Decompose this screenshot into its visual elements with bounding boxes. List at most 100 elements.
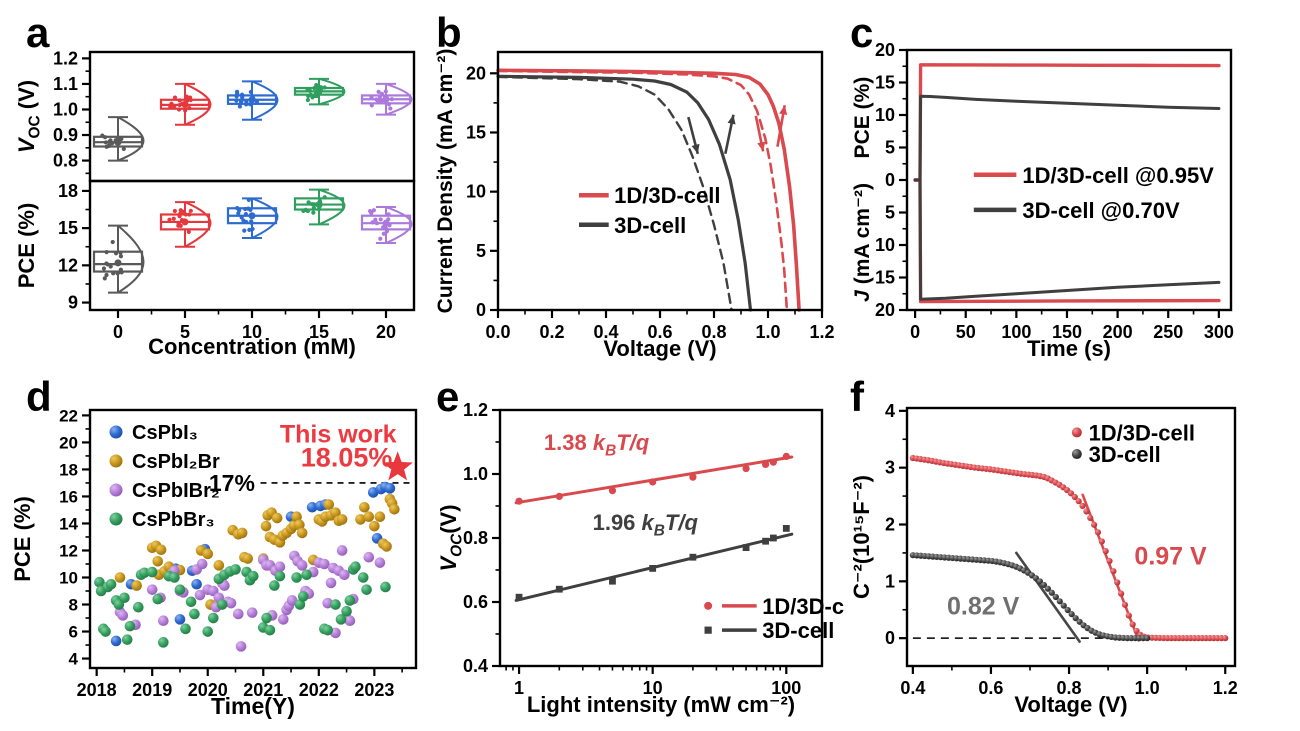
svg-text:PCE (%): PCE (%)	[851, 77, 874, 159]
svg-text:1.0: 1.0	[463, 464, 488, 484]
svg-text:This work: This work	[280, 420, 397, 448]
svg-text:20: 20	[875, 300, 895, 320]
svg-text:1.38 kBT/q: 1.38 kBT/q	[544, 430, 650, 460]
svg-text:1D/3D-cell: 1D/3D-cell	[762, 594, 845, 619]
svg-text:20: 20	[376, 322, 396, 342]
panel-b-label: b	[436, 9, 462, 56]
svg-text:10: 10	[59, 568, 78, 587]
svg-text:18: 18	[59, 460, 78, 479]
panel-b-chart-jv-curves: 0.0 0.2 0.4 0.6 0.8 1.0 1.2 0 5 10 15 20 1D/3D-cell 3…	[434, 49, 835, 361]
svg-text:15: 15	[309, 322, 329, 342]
svg-text:10: 10	[242, 322, 262, 342]
svg-text:15: 15	[58, 218, 78, 238]
svg-text:1.1: 1.1	[53, 74, 78, 94]
panel-e-label: e	[436, 373, 460, 420]
svg-text:100: 100	[771, 678, 801, 698]
svg-text:2021: 2021	[243, 680, 283, 700]
svg-text:5: 5	[885, 203, 895, 223]
svg-text:15: 15	[875, 73, 895, 93]
svg-text:CsPbI₂Br: CsPbI₂Br	[132, 451, 220, 473]
svg-text:0.82 V: 0.82 V	[947, 592, 1020, 620]
svg-text:10: 10	[643, 678, 663, 698]
svg-text:Current Density (mA cm⁻²): Current Density (mA cm⁻²)	[434, 49, 457, 314]
svg-text:0.8: 0.8	[1057, 678, 1082, 698]
svg-text:3D-cell @0.70V: 3D-cell @0.70V	[1022, 198, 1180, 223]
svg-text:5: 5	[885, 138, 895, 158]
svg-text:15: 15	[875, 268, 895, 288]
svg-text:12: 12	[59, 541, 78, 560]
svg-text:2: 2	[885, 514, 895, 534]
svg-text:50: 50	[956, 322, 976, 342]
svg-text:0: 0	[113, 322, 123, 342]
svg-text:Concentration (mM): Concentration (mM)	[148, 334, 356, 359]
svg-text:PCE (%): PCE (%)	[14, 203, 39, 289]
svg-text:0.4: 0.4	[900, 678, 925, 698]
svg-text:14: 14	[59, 514, 78, 533]
svg-text:300: 300	[1204, 322, 1234, 342]
svg-text:16: 16	[59, 487, 78, 506]
panel-e-chart-voc-light: 1 10 100 0.4 0.6 0.8 1.0 1.2 1.38 kBT/q 1.96 kBT/…	[436, 400, 845, 717]
svg-text:22: 22	[59, 406, 78, 425]
svg-text:VOC(V): VOC(V)	[436, 504, 466, 571]
panel-a-label: a	[26, 9, 50, 56]
panel-c-label: c	[850, 9, 874, 56]
svg-text:9: 9	[68, 293, 78, 313]
panel-f-label: f	[850, 373, 864, 420]
svg-text:Voltage (V): Voltage (V)	[1014, 692, 1127, 717]
svg-text:0.8: 0.8	[463, 528, 488, 548]
svg-text:1D/3D-cell @0.95V: 1D/3D-cell @0.95V	[1022, 163, 1214, 188]
svg-text:Time (s): Time (s)	[1027, 336, 1111, 361]
svg-text:2023: 2023	[354, 680, 394, 700]
svg-text:3D-cell: 3D-cell	[762, 618, 834, 643]
svg-text:0.2: 0.2	[539, 322, 564, 342]
svg-text:1.0: 1.0	[755, 322, 780, 342]
svg-text:0.0: 0.0	[485, 322, 510, 342]
svg-text:3D-cell: 3D-cell	[1089, 442, 1161, 467]
svg-text:15: 15	[466, 122, 486, 142]
svg-text:1.2: 1.2	[53, 48, 78, 68]
svg-text:1.2: 1.2	[1213, 678, 1238, 698]
svg-text:100: 100	[1001, 322, 1031, 342]
svg-text:18.05%: 18.05%	[301, 443, 393, 473]
svg-text:2020: 2020	[188, 680, 228, 700]
svg-text:J (mA cm⁻²): J (mA cm⁻²)	[851, 183, 874, 302]
svg-text:3: 3	[885, 458, 895, 478]
svg-text:Light intensity (mW cm⁻²): Light intensity (mW cm⁻²)	[527, 692, 795, 717]
svg-text:Time(Y): Time(Y)	[211, 693, 295, 719]
svg-text:12: 12	[58, 255, 78, 275]
svg-text:17%: 17%	[209, 470, 255, 496]
svg-text:1.0: 1.0	[1135, 678, 1160, 698]
svg-text:10: 10	[466, 182, 486, 202]
svg-text:1D/3D-cell: 1D/3D-cell	[614, 183, 720, 208]
panel-d-chart-pce-history: 17%2018 2019 2020 2021 2022 20234681012141618…	[10, 406, 418, 719]
svg-text:3D-cell: 3D-cell	[614, 213, 686, 238]
svg-text:0.8: 0.8	[701, 322, 726, 342]
svg-text:250: 250	[1153, 322, 1183, 342]
svg-text:4: 4	[885, 401, 895, 421]
svg-text:1.96 kBT/q: 1.96 kBT/q	[593, 510, 699, 540]
svg-text:5: 5	[476, 241, 486, 261]
svg-text:0.4: 0.4	[593, 322, 618, 342]
svg-text:VOC (V): VOC (V)	[14, 80, 44, 153]
svg-text:10: 10	[875, 235, 895, 255]
svg-text:20: 20	[875, 40, 895, 60]
svg-text:0.97 V: 0.97 V	[1134, 542, 1207, 570]
svg-text:CsPbI₃: CsPbI₃	[132, 422, 198, 444]
svg-text:0: 0	[885, 170, 895, 190]
panel-c-chart-stability: 0 50 100 150 200 250 3002015105051015201D/3D-c…	[851, 40, 1234, 361]
svg-text:10: 10	[875, 105, 895, 125]
svg-text:2022: 2022	[299, 680, 339, 700]
svg-text:18: 18	[58, 181, 78, 201]
svg-text:150: 150	[1052, 322, 1082, 342]
svg-text:8: 8	[69, 596, 78, 615]
svg-text:4: 4	[69, 650, 79, 669]
svg-text:1: 1	[885, 571, 895, 591]
svg-text:5: 5	[180, 322, 190, 342]
svg-text:Voltage (V): Voltage (V)	[603, 336, 716, 361]
svg-text:1.2: 1.2	[463, 400, 488, 420]
panel-a-chart-boxplots: 0.8 0.9 1.0 1.1 1.2 VOC (V) 9 12 15 18 PCE (%) 0 5 10…	[14, 48, 416, 359]
svg-text:1: 1	[514, 678, 524, 698]
svg-text:2018: 2018	[77, 680, 117, 700]
svg-text:6: 6	[69, 623, 78, 642]
